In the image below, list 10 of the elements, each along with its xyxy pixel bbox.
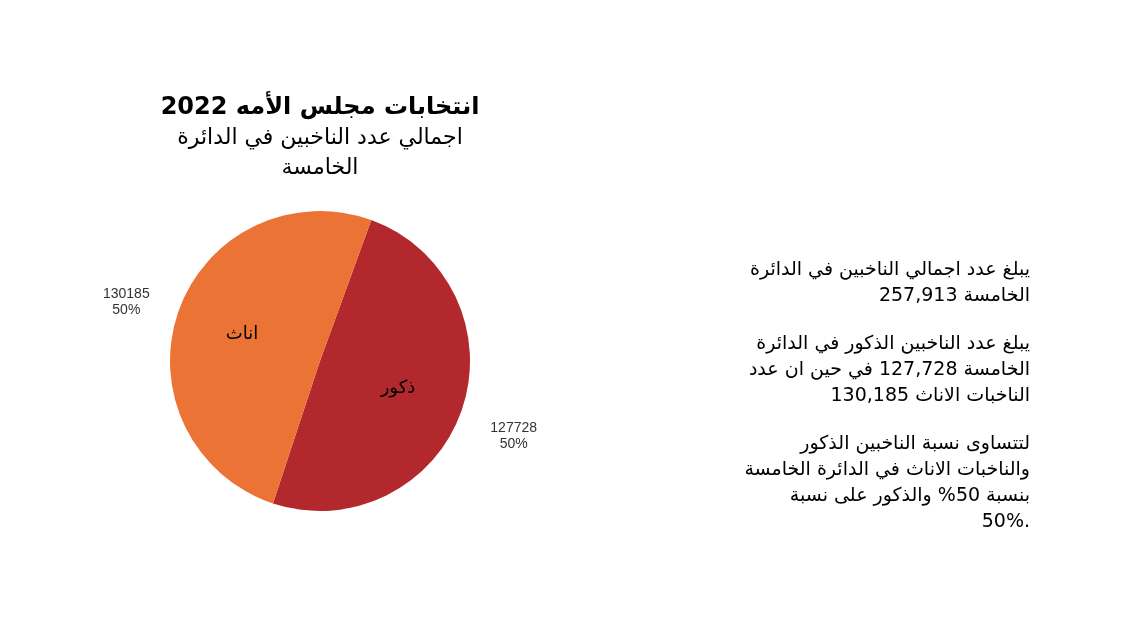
chart-title: انتخابات مجلس الأمه 2022 <box>160 91 480 120</box>
text: يبلغ عدد اجمالي الناخبين في الدائرة الخامسة 257,913 <box>749 257 1030 305</box>
slice-label: ذكور <box>379 376 416 399</box>
pie-slice <box>272 220 470 511</box>
data-label: 130185 50% <box>102 284 150 317</box>
chart-subtitle: اجمالي عدد الناخبين في الدائرة الخامسة <box>177 124 463 179</box>
slice-label: اناث <box>225 321 259 343</box>
data-label: 127728 50% <box>490 419 538 452</box>
text: يبلغ عدد الناخبين الذكور في الدائرة الخامسة 127,728 في حين ان عدد الناخبات الاناث 130,185 <box>748 331 1030 405</box>
pie-slice <box>170 211 372 504</box>
